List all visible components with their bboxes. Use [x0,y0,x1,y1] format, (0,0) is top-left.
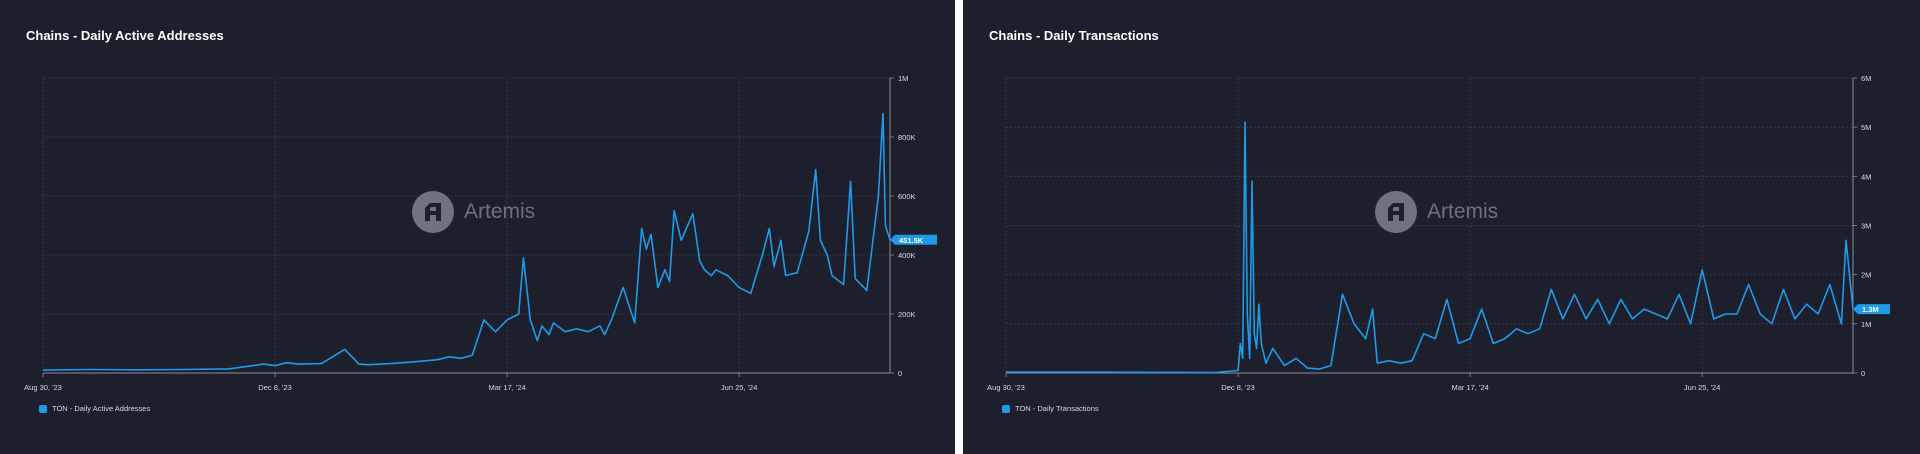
x-tick-label: Mar 17, '24 [488,383,525,392]
x-tick-label: Dec 8, '23 [258,383,292,392]
y-tick-label: 5M [1861,123,1871,132]
x-tick-label: Aug 30, '23 [987,383,1025,392]
legend-label: TON - Daily Transactions [1015,404,1099,413]
chart-active-addresses: 0 200K 400K 600K 800K 1M Aug 30, '23 Dec 8, '23… [24,74,937,392]
chart-transactions: 0 1M 2M 3M 4M 5M 6M Aug 30, '23 Dec 8, '23 Mar 17… [987,74,1890,392]
last-value-label: 1.3M [1862,305,1879,314]
watermark: Artemis [412,191,535,233]
legend-swatch [1002,404,1010,413]
watermark-text: Artemis [464,200,536,223]
y-tick-label: 600K [898,192,916,201]
artemis-logo-icon [412,191,454,233]
last-value-badge [890,234,937,245]
y-tick-label: 800K [898,133,916,142]
x-tick-label: Mar 17, '24 [1451,383,1488,392]
legend-label: TON - Daily Active Addresses [52,404,151,413]
chart-panel-active-addresses: Chains - Daily Active Addresses 0 200K 400… [0,0,955,454]
y-tick-label: 1M [898,74,908,83]
artemis-logo-icon [1375,191,1417,233]
y-tick-label: 4M [1861,172,1871,181]
y-tick-label: 0 [1861,369,1865,378]
chart-title: Chains - Daily Transactions [989,28,1159,43]
legend[interactable]: TON - Daily Transactions [1002,404,1099,413]
watermark: Artemis [1375,191,1498,233]
x-tick-label: Aug 30, '23 [24,383,62,392]
chart-panel-transactions: Chains - Daily Transactions 0 1M 2M 3M 4M 5M 6… [963,0,1920,454]
y-tick-label: 0 [898,369,902,378]
last-value-badge [1853,304,1890,315]
series-line [42,112,891,371]
y-tick-label: 6M [1861,74,1871,83]
x-tick-label: Jun 25, '24 [1684,383,1720,392]
y-tick-label: 2M [1861,271,1871,280]
y-tick-label: 3M [1861,222,1871,231]
y-tick-label: 200K [898,310,916,319]
y-tick-label: 1M [1861,320,1871,329]
legend[interactable]: TON - Daily Active Addresses [39,404,150,413]
x-tick-label: Dec 8, '23 [1221,383,1255,392]
legend-swatch [39,404,47,413]
y-tick-label: 400K [898,251,916,260]
chart-title: Chains - Daily Active Addresses [26,28,224,43]
last-value-label: 451.5K [899,236,924,245]
series-line [1006,121,1854,374]
watermark-text: Artemis [1427,200,1499,223]
x-tick-label: Jun 25, '24 [721,383,757,392]
